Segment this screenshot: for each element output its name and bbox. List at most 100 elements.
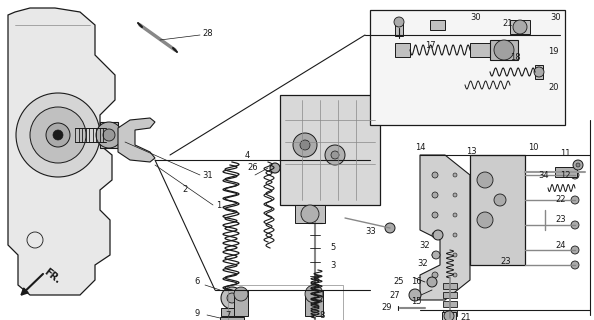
Bar	[555, 167, 577, 177]
Circle shape	[453, 233, 457, 237]
Text: 23: 23	[500, 258, 511, 267]
Circle shape	[30, 107, 86, 163]
Text: 5: 5	[330, 244, 335, 252]
Bar	[442, 312, 456, 320]
Text: 31: 31	[202, 172, 213, 180]
Text: 24: 24	[555, 241, 565, 250]
Bar	[443, 301, 457, 307]
Text: 23: 23	[555, 215, 565, 225]
Text: 17: 17	[425, 41, 435, 50]
Circle shape	[571, 261, 579, 269]
Circle shape	[477, 212, 493, 228]
Text: 4: 4	[245, 150, 250, 159]
Circle shape	[432, 172, 438, 178]
Text: FR.: FR.	[42, 267, 62, 285]
Circle shape	[300, 140, 310, 150]
Text: 1: 1	[216, 201, 221, 210]
Bar	[305, 290, 323, 316]
Bar	[430, 20, 445, 30]
Text: 30: 30	[550, 13, 561, 22]
Text: 21: 21	[502, 19, 513, 28]
Circle shape	[432, 212, 438, 218]
Text: 30: 30	[470, 13, 481, 22]
Text: 13: 13	[466, 148, 476, 156]
Circle shape	[305, 285, 323, 303]
Circle shape	[477, 172, 493, 188]
Bar	[470, 43, 492, 57]
Circle shape	[571, 196, 579, 204]
Circle shape	[394, 17, 404, 27]
Circle shape	[325, 145, 345, 165]
Bar	[395, 22, 403, 36]
Text: 18: 18	[510, 52, 520, 61]
Bar	[443, 310, 457, 316]
Circle shape	[576, 163, 580, 167]
Text: 9: 9	[195, 309, 200, 318]
Circle shape	[432, 192, 438, 198]
Circle shape	[221, 287, 243, 309]
Circle shape	[433, 230, 443, 240]
Circle shape	[16, 93, 100, 177]
Polygon shape	[8, 8, 115, 295]
Text: 19: 19	[548, 47, 558, 57]
Circle shape	[96, 122, 122, 148]
Circle shape	[513, 20, 527, 34]
Circle shape	[453, 213, 457, 217]
Text: 27: 27	[390, 292, 400, 300]
Text: 3: 3	[330, 260, 336, 269]
Text: 26: 26	[247, 164, 258, 172]
Polygon shape	[420, 155, 470, 300]
Circle shape	[453, 173, 457, 177]
Text: 7: 7	[225, 311, 230, 320]
Circle shape	[331, 151, 339, 159]
Circle shape	[571, 221, 579, 229]
Text: 28: 28	[202, 28, 213, 37]
Text: 12: 12	[560, 171, 570, 180]
Bar	[510, 20, 530, 34]
Bar	[443, 292, 457, 298]
Text: 34: 34	[538, 171, 549, 180]
Circle shape	[571, 171, 579, 179]
Text: 6: 6	[195, 277, 200, 286]
Bar	[228, 285, 343, 320]
Circle shape	[409, 289, 421, 301]
Text: 29: 29	[381, 303, 392, 313]
Circle shape	[427, 277, 437, 287]
Circle shape	[453, 193, 457, 197]
Text: 10: 10	[528, 143, 539, 153]
Bar	[221, 308, 243, 316]
Bar	[370, 10, 565, 125]
Text: 21: 21	[460, 314, 470, 320]
Text: 15: 15	[412, 298, 422, 307]
Circle shape	[432, 272, 438, 278]
Circle shape	[494, 40, 514, 60]
Circle shape	[227, 293, 237, 303]
Text: 22: 22	[555, 196, 565, 204]
Circle shape	[46, 123, 70, 147]
Circle shape	[432, 252, 438, 258]
Text: 32: 32	[419, 241, 430, 250]
Polygon shape	[118, 118, 155, 162]
Circle shape	[385, 223, 395, 233]
Circle shape	[53, 130, 63, 140]
Text: 32: 32	[418, 259, 428, 268]
Bar	[470, 155, 525, 265]
Circle shape	[494, 194, 506, 206]
Circle shape	[103, 129, 115, 141]
Circle shape	[534, 67, 544, 77]
Bar	[395, 43, 410, 57]
Circle shape	[234, 287, 248, 301]
Text: 33: 33	[365, 228, 376, 236]
Bar	[280, 95, 380, 205]
Circle shape	[432, 251, 440, 259]
Circle shape	[270, 163, 280, 173]
Circle shape	[301, 205, 319, 223]
Bar	[490, 40, 518, 60]
Circle shape	[453, 253, 457, 257]
Circle shape	[432, 232, 438, 238]
Bar	[535, 65, 543, 79]
Circle shape	[453, 273, 457, 277]
Circle shape	[293, 133, 317, 157]
Circle shape	[444, 311, 454, 320]
Text: 25: 25	[393, 277, 404, 286]
